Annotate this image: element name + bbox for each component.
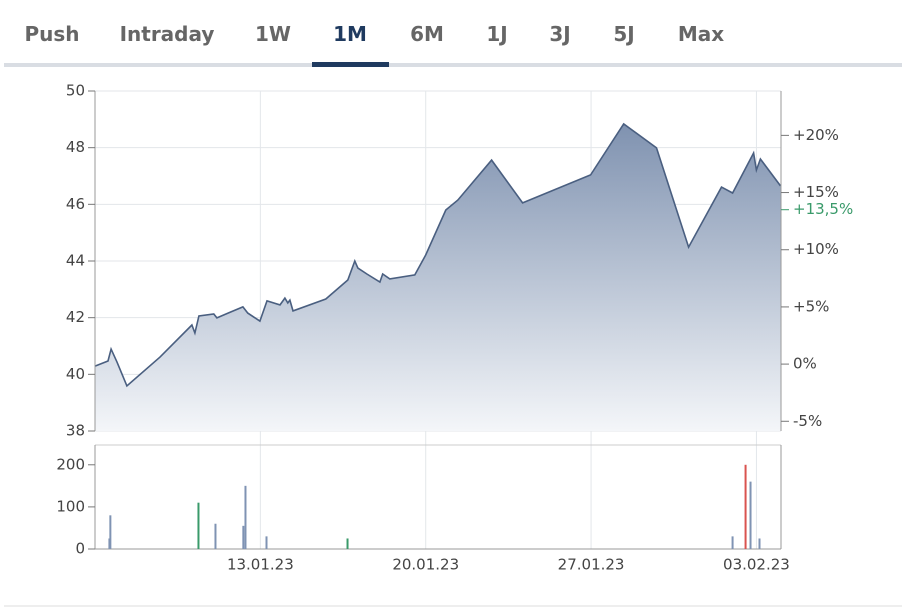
volume-bar [197, 502, 200, 549]
tab-underline [4, 63, 902, 67]
volume-bar [265, 536, 268, 549]
y-tick-label: 50 [66, 82, 85, 100]
y2-tick-label: 0% [793, 355, 817, 373]
tab[interactable]: 1W [255, 22, 291, 46]
volume-bar [731, 536, 734, 549]
y-tick-label: 44 [66, 252, 85, 270]
y2-tick-label: -5% [793, 412, 822, 430]
volume-bar [244, 485, 247, 549]
volume-bar [346, 538, 349, 549]
y2-tick-label: +10% [793, 240, 839, 258]
y-tick-label: 38 [66, 422, 85, 440]
tab[interactable]: Push [24, 22, 80, 46]
y-tick-label: 100 [56, 497, 85, 515]
volume-bar [758, 538, 761, 549]
y-tick-label: 200 [56, 455, 85, 473]
active-tab-indicator [312, 62, 389, 67]
tab[interactable]: 1J [486, 22, 508, 46]
price-area [95, 123, 781, 432]
y-tick-label: 42 [66, 308, 85, 326]
x-tick-label: 13.01.23 [227, 556, 294, 574]
x-tick-label: 03.02.23 [723, 556, 790, 574]
y-tick-label: 48 [66, 138, 85, 156]
volume-bar [214, 523, 217, 549]
y2-tick-label: +15% [793, 183, 839, 201]
x-tick-label: 20.01.23 [392, 556, 459, 574]
y2-tick-label: +20% [793, 126, 839, 144]
price-line [94, 122, 782, 388]
tab[interactable]: Max [677, 22, 725, 46]
volume-bar [749, 481, 752, 549]
current-change-label: +13,5% [793, 200, 853, 218]
tab[interactable]: Intraday [119, 22, 215, 46]
tab[interactable]: 6M [410, 22, 444, 46]
y-tick-label: 46 [66, 195, 85, 213]
volume-bar [242, 525, 245, 549]
volume-bar [109, 515, 112, 549]
volume-bar [744, 464, 747, 549]
x-tick-label: 27.01.23 [558, 556, 625, 574]
tab[interactable]: 1M [333, 22, 367, 46]
y2-tick-label: +5% [793, 297, 829, 315]
y-tick-label: 40 [66, 365, 85, 383]
tab[interactable]: 5J [613, 22, 635, 46]
tab[interactable]: 3J [549, 22, 571, 46]
y-tick-label: 0 [75, 540, 85, 558]
